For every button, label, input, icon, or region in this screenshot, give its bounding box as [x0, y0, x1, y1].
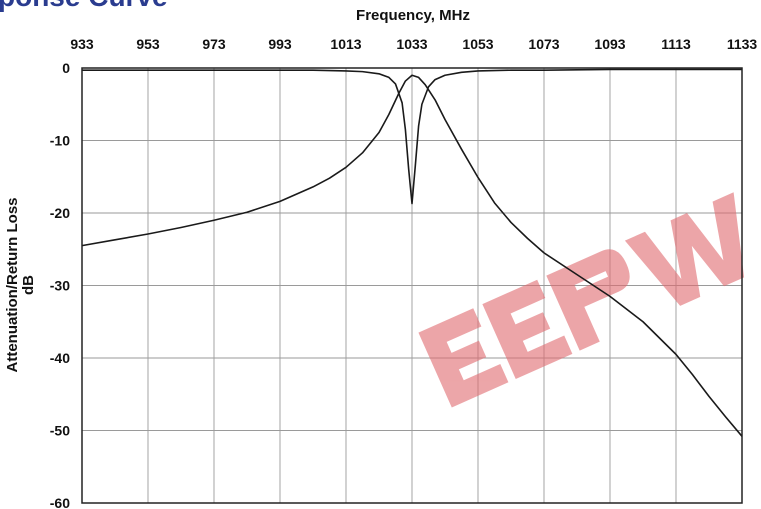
grid — [81, 67, 743, 504]
plot-frame — [81, 67, 743, 504]
x-tick-label: 1073 — [528, 36, 559, 52]
y-tick-label: -60 — [50, 495, 70, 509]
y-axis-title: Attenuation/Return Loss dB — [4, 198, 37, 373]
x-tick-label: 953 — [136, 36, 160, 52]
series-line-2 — [82, 68, 742, 205]
x-tick-label: 1033 — [396, 36, 427, 52]
x-tick-label: 1113 — [661, 36, 691, 52]
x-axis-title: Frequency, MHz — [356, 7, 470, 24]
x-tick-label: 1053 — [462, 36, 493, 52]
y-tick-label: -10 — [50, 133, 70, 149]
watermark-glyph — [546, 249, 630, 351]
series-line-1 — [81, 74, 743, 437]
x-tick-label: 1093 — [594, 36, 625, 52]
x-tick-label: 1133 — [727, 36, 758, 52]
y-tick-label: 0 — [62, 60, 70, 76]
watermark — [418, 192, 745, 408]
watermark-glyph — [418, 308, 509, 408]
series-layer — [81, 68, 743, 437]
y-tick-label: -30 — [50, 278, 70, 294]
y-axis-title-line2: dB — [20, 275, 37, 295]
y-axis-title-line1: Attenuation/Return Loss — [4, 198, 21, 373]
x-tick-label: 1013 — [330, 36, 361, 52]
cut-off-title: ponse Curve — [0, 0, 168, 12]
y-tick-labels: 0 -10 -20 -30 -40 -50 -60 — [50, 60, 70, 509]
x-tick-label: 933 — [70, 36, 94, 52]
x-tick-label: 973 — [202, 36, 226, 52]
watermark-glyph — [482, 279, 573, 380]
y-tick-label: -50 — [50, 423, 70, 439]
watermark-logo — [418, 192, 745, 408]
y-tick-label: -20 — [50, 205, 70, 221]
y-tick-label: -40 — [50, 350, 70, 366]
x-tick-label: 993 — [268, 36, 292, 52]
x-tick-labels: 933 953 973 993 1013 1033 1053 1073 1093 1113 1133 — [70, 36, 757, 52]
watermark-glyph — [624, 192, 745, 306]
